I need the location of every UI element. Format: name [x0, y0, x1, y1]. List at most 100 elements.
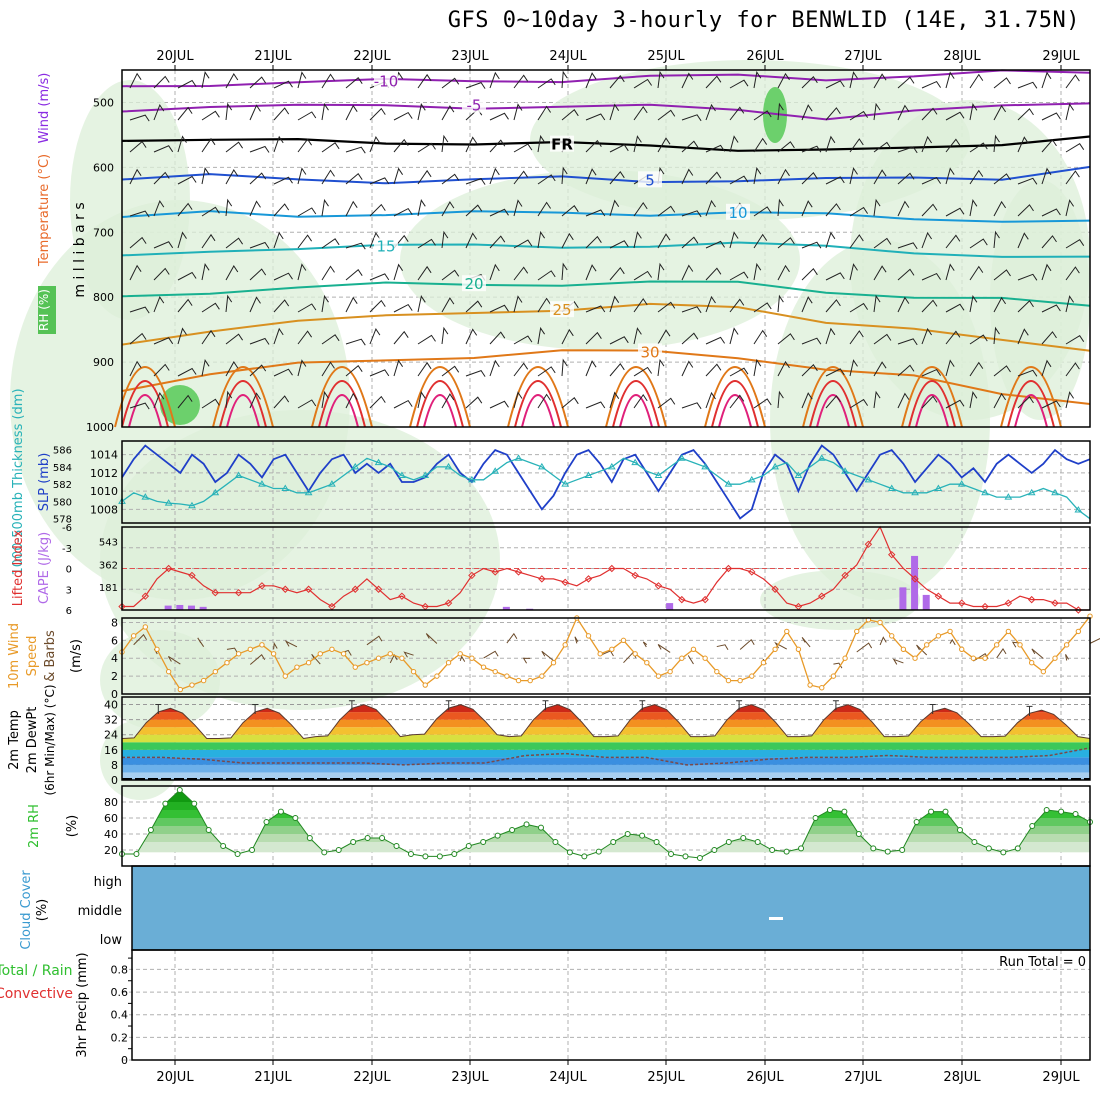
wind10m-barb [996, 648, 1007, 659]
rh-shading [760, 570, 920, 630]
wind-barb [321, 238, 340, 249]
wind-barb [489, 139, 506, 153]
wind-barb [801, 172, 818, 185]
wind10m-speed-point [352, 664, 358, 670]
wind-barb [609, 391, 620, 409]
lifted-index-point [398, 592, 406, 600]
wind-barb [465, 328, 478, 345]
wind-barb [753, 137, 768, 153]
rh-tick-label: 40 [104, 828, 118, 841]
rh2m-point [899, 847, 906, 853]
wind-barb [177, 106, 193, 121]
wind-barb [345, 76, 363, 89]
rh2m-point [465, 843, 472, 849]
wind10m-speed-point [550, 660, 557, 666]
rh2m-point [1000, 849, 1007, 856]
wind10m-barb [403, 651, 414, 658]
temperature-band [122, 734, 1090, 743]
wind-barb [921, 368, 942, 377]
wind-barb [993, 104, 1007, 121]
wind-barb [801, 296, 813, 313]
wind10m-speed-point [749, 673, 755, 679]
lifted-index-point [608, 564, 616, 573]
rh2m-point [494, 832, 501, 839]
wind10m-barb [249, 654, 266, 665]
pressure-tick-label: 500 [93, 96, 114, 109]
wind-barb [393, 359, 404, 377]
top-day-label: 29JUL [1042, 49, 1080, 64]
lifted-index-point [888, 550, 896, 559]
rh2m-point [826, 807, 833, 813]
lifted-index-point [538, 575, 546, 583]
thickness-point [654, 471, 663, 479]
wind-barb [681, 210, 702, 218]
wind-barb [945, 167, 955, 185]
wind-barb [705, 267, 722, 281]
wind-barb [177, 271, 197, 281]
wind-barb [969, 169, 984, 185]
surface-temperature-contour [212, 366, 274, 428]
wind-barb [729, 106, 745, 121]
wind10m-speed-point [177, 686, 184, 693]
cloud-level-label: high [94, 875, 122, 890]
wind-barb [441, 201, 455, 217]
wind-barb [393, 263, 404, 281]
wind-barb [1017, 396, 1034, 409]
wind-barb [1065, 74, 1080, 89]
temperature-contour--10 [121, 69, 1091, 88]
wind-barb [321, 294, 329, 313]
wind-barb [273, 107, 290, 121]
wind-barb [273, 231, 284, 249]
thickness-point [164, 499, 173, 506]
wind-barb [465, 177, 486, 185]
wind-barb [657, 109, 676, 121]
rh2m-point [162, 800, 169, 807]
wind-barb [561, 205, 579, 217]
cloud-axis-label: Cloud Cover [19, 870, 34, 950]
wind10m-speed-point [830, 673, 837, 679]
lifted-index-point [304, 585, 313, 593]
wind10m-barb [739, 638, 755, 650]
wind-barb [945, 234, 961, 249]
rh2m-point [682, 853, 689, 860]
thickness-point [607, 462, 616, 470]
wind-barb [1065, 295, 1075, 313]
wind-barb [153, 145, 174, 153]
temperature-axis-label: Temperature (°C) [37, 154, 52, 267]
wind-barb [969, 294, 978, 313]
rh2m-point [971, 839, 978, 845]
max-temp-errorbar [1026, 705, 1033, 716]
wind-barb [225, 73, 239, 89]
wind-barb [465, 369, 486, 377]
wind-barb [729, 271, 749, 281]
wind-barb [1065, 103, 1075, 121]
wind-barb [849, 302, 869, 313]
wind-barb [657, 70, 665, 89]
wind-barb [129, 402, 150, 410]
wind-barb [993, 77, 1011, 89]
wind-barb [321, 265, 335, 281]
temperature-contour-label: 10 [728, 204, 747, 222]
wind-barb [1017, 177, 1038, 185]
wind-barb [393, 167, 404, 185]
rh2m-unit-label: (%) [65, 815, 80, 838]
slp-tick-label: 1014 [90, 449, 118, 462]
wind-barb [897, 172, 915, 185]
wind-barb [129, 306, 150, 314]
rh2m-point [1043, 807, 1050, 813]
wind-barb [441, 77, 460, 89]
wind10m-barb [687, 655, 694, 665]
wind10m-barb [522, 657, 531, 664]
wind-barb [537, 201, 552, 217]
wind10m-speed-point [469, 655, 475, 661]
bottom-day-label: 24JUL [549, 1070, 587, 1085]
wind-barb [825, 368, 845, 377]
wind-barb [489, 167, 500, 185]
lifted-index-point [258, 582, 266, 590]
rh2m-point [306, 835, 313, 841]
temperature-contour-FR [121, 135, 1091, 152]
surface-temperature-contour [915, 394, 949, 428]
rh2m-point [523, 821, 530, 828]
wind-barb [369, 177, 390, 185]
wind-barb [321, 73, 335, 89]
